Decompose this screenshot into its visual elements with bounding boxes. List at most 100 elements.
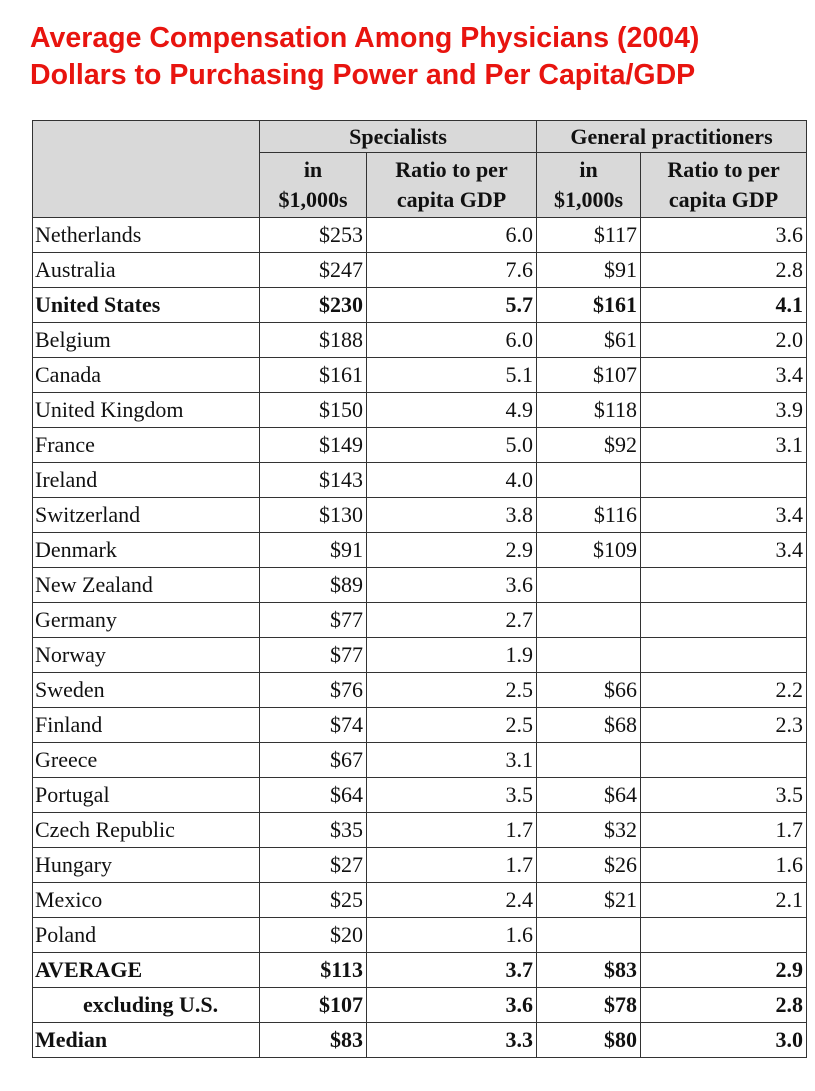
- table-row: Finland $74 2.5 $68 2.3: [32, 707, 808, 743]
- header-text: $1,000s: [553, 187, 624, 212]
- gp-amount-cell: [536, 567, 642, 603]
- country-cell: Ireland: [32, 462, 260, 498]
- gp-ratio-cell: 4.1: [640, 287, 808, 323]
- specialist-amount-cell: $77: [259, 602, 367, 638]
- corner-cell: [32, 120, 260, 218]
- country-cell: New Zealand: [32, 567, 260, 603]
- gp-ratio-cell: 1.6: [640, 847, 808, 883]
- specialist-ratio-cell: 3.1: [365, 742, 538, 778]
- gp-amount-cell: $118: [536, 392, 642, 428]
- country-cell: Denmark: [32, 532, 260, 568]
- gp-ratio-cell: [640, 742, 808, 778]
- table-row: Netherlands $253 6.0 $117 3.6: [32, 217, 808, 253]
- table-row: Belgium $188 6.0 $61 2.0: [32, 322, 808, 358]
- country-cell: Belgium: [32, 322, 260, 358]
- table-body: Netherlands $253 6.0 $117 3.6 Australia $247 7.…: [32, 217, 808, 1058]
- country-cell: Germany: [32, 602, 260, 638]
- header-spec-amount: in $1,000s: [259, 152, 367, 218]
- gp-ratio-cell: 2.1: [640, 882, 808, 918]
- table-row: Portugal $64 3.5 $64 3.5: [32, 777, 808, 813]
- country-cell: Canada: [32, 357, 260, 393]
- specialist-amount-cell: $91: [259, 532, 367, 568]
- specialist-amount-cell: $188: [259, 322, 367, 358]
- specialist-ratio-cell: 3.6: [365, 567, 538, 603]
- table-row: Hungary $27 1.7 $26 1.6: [32, 847, 808, 883]
- gp-ratio-cell: [640, 462, 808, 498]
- specialist-ratio-cell: 6.0: [365, 217, 538, 253]
- specialist-amount-cell: $67: [259, 742, 367, 778]
- specialist-amount-cell: $149: [259, 427, 367, 463]
- specialist-amount-cell: $107: [259, 987, 367, 1023]
- gp-amount-cell: $68: [536, 707, 642, 743]
- gp-ratio-cell: 3.9: [640, 392, 808, 428]
- gp-amount-cell: [536, 462, 642, 498]
- gp-ratio-cell: 2.8: [640, 252, 808, 288]
- header-text: in: [579, 157, 598, 182]
- gp-ratio-cell: 3.5: [640, 777, 808, 813]
- specialist-amount-cell: $247: [259, 252, 367, 288]
- gp-ratio-cell: 2.0: [640, 322, 808, 358]
- specialist-ratio-cell: 6.0: [365, 322, 538, 358]
- gp-ratio-cell: 3.1: [640, 427, 808, 463]
- header-text: in: [303, 157, 323, 182]
- specialist-ratio-cell: 3.7: [365, 952, 538, 988]
- gp-amount-cell: [536, 742, 642, 778]
- specialist-ratio-cell: 2.4: [365, 882, 538, 918]
- gp-ratio-cell: 3.4: [640, 497, 808, 533]
- header-text: capita GDP: [396, 187, 507, 212]
- specialist-ratio-cell: 5.0: [365, 427, 538, 463]
- country-cell: United States: [32, 287, 260, 323]
- specialist-ratio-cell: 1.7: [365, 847, 538, 883]
- gp-ratio-cell: 3.4: [640, 357, 808, 393]
- specialist-amount-cell: $76: [259, 672, 367, 708]
- page-title: Average Compensation Among Physicians (2…: [30, 20, 810, 94]
- gp-ratio-cell: 1.7: [640, 812, 808, 848]
- table-row: Greece $67 3.1: [32, 742, 808, 778]
- specialist-amount-cell: $25: [259, 882, 367, 918]
- gp-amount-cell: $107: [536, 357, 642, 393]
- header-row-subcolumns: in $1,000s Ratio to per capita GDP in $1…: [33, 152, 808, 218]
- country-cell: Mexico: [32, 882, 260, 918]
- gp-amount-cell: $117: [536, 217, 642, 253]
- specialist-amount-cell: $27: [259, 847, 367, 883]
- gp-ratio-cell: [640, 637, 808, 673]
- header-spec-ratio: Ratio to per capita GDP: [365, 152, 538, 218]
- header-text: capita GDP: [668, 187, 779, 212]
- specialist-ratio-cell: 2.7: [365, 602, 538, 638]
- specialist-ratio-cell: 5.1: [365, 357, 538, 393]
- gp-ratio-cell: [640, 602, 808, 638]
- specialist-amount-cell: $74: [259, 707, 367, 743]
- country-cell: Portugal: [32, 777, 260, 813]
- specialist-amount-cell: $143: [259, 462, 367, 498]
- table-row: Poland $20 1.6: [32, 917, 808, 953]
- gp-ratio-cell: 2.2: [640, 672, 808, 708]
- gp-amount-cell: $32: [536, 812, 642, 848]
- table-row: Denmark $91 2.9 $109 3.4: [32, 532, 808, 568]
- gp-amount-cell: $66: [536, 672, 642, 708]
- specialist-ratio-cell: 3.5: [365, 777, 538, 813]
- gp-amount-cell: $80: [536, 1022, 642, 1058]
- country-cell: Czech Republic: [32, 812, 260, 848]
- header-gp-ratio: Ratio to per capita GDP: [640, 152, 808, 218]
- header-general-practitioners: General practitioners: [536, 120, 808, 153]
- table-row: excluding U.S. $107 3.6 $78 2.8: [32, 987, 808, 1023]
- table-row: France $149 5.0 $92 3.1: [32, 427, 808, 463]
- gp-amount-cell: $61: [536, 322, 642, 358]
- specialist-ratio-cell: 3.3: [365, 1022, 538, 1058]
- gp-ratio-cell: 2.3: [640, 707, 808, 743]
- specialist-ratio-cell: 4.9: [365, 392, 538, 428]
- table-row: Sweden $76 2.5 $66 2.2: [32, 672, 808, 708]
- specialist-amount-cell: $130: [259, 497, 367, 533]
- country-cell: Netherlands: [32, 217, 260, 253]
- country-cell: Switzerland: [32, 497, 260, 533]
- country-cell: Finland: [32, 707, 260, 743]
- specialist-amount-cell: $35: [259, 812, 367, 848]
- table-row: Czech Republic $35 1.7 $32 1.7: [32, 812, 808, 848]
- gp-ratio-cell: 3.4: [640, 532, 808, 568]
- country-cell: Poland: [32, 917, 260, 953]
- table-row: Mexico $25 2.4 $21 2.1: [32, 882, 808, 918]
- gp-amount-cell: $109: [536, 532, 642, 568]
- table-row: Norway $77 1.9: [32, 637, 808, 673]
- specialist-ratio-cell: 3.8: [365, 497, 538, 533]
- specialist-amount-cell: $20: [259, 917, 367, 953]
